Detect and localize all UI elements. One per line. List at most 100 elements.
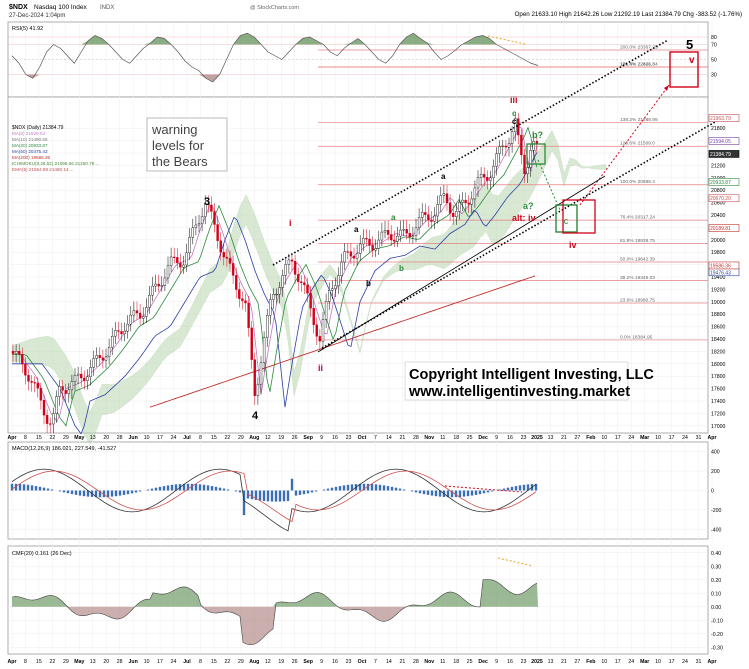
- macd-histogram-bar: [154, 487, 158, 491]
- macd-histogram-bar: [438, 490, 442, 497]
- macd-histogram-bar: [430, 490, 434, 496]
- x-tick-label: 13: [548, 435, 554, 441]
- macd-histogram-bar: [98, 490, 102, 498]
- x-tick-label-bottom: 22: [49, 659, 55, 665]
- candle-body: [21, 354, 24, 365]
- candle-body: [349, 251, 353, 257]
- candle-body: [492, 165, 495, 178]
- candle-body: [383, 230, 387, 233]
- candle-body: [380, 231, 384, 241]
- x-tick-label: 21: [399, 435, 405, 441]
- x-tick-label-bottom: 7: [374, 659, 377, 665]
- candle-body: [95, 355, 98, 359]
- price-tag-label: 21594.05: [710, 139, 731, 145]
- macd-histogram-bar: [302, 490, 306, 495]
- x-tick-label-bottom: 26: [292, 659, 298, 665]
- fib-label: 200.0% 23367.25: [620, 45, 658, 51]
- macd-histogram-bar: [222, 488, 226, 491]
- macd-histogram-bar: [250, 490, 254, 500]
- candle-body: [306, 284, 309, 294]
- candle-body: [191, 227, 195, 238]
- x-tick-label-bottom: 24: [628, 659, 634, 665]
- macd-histogram-bar: [94, 490, 98, 498]
- candle-body: [39, 387, 43, 401]
- candle-body: [222, 252, 226, 258]
- axes: Apr Apr 8 8 15 15 22 22 29 29 May May 13 13 20 20 28 28 Ju…: [8, 114, 740, 665]
- macd-histogram-bar: [190, 483, 194, 491]
- x-tick-label-bottom: 23: [346, 659, 352, 665]
- candle-body: [176, 257, 179, 264]
- candle-body: [200, 216, 204, 224]
- macd-histogram-bar: [398, 488, 402, 491]
- x-tick-label: 21: [561, 435, 567, 441]
- macd-histogram-bar: [66, 490, 70, 494]
- candle-body: [402, 229, 405, 231]
- price-tick-label: 19400: [711, 275, 726, 281]
- x-tick-label: 17: [615, 435, 621, 441]
- candle-body: [507, 143, 511, 148]
- candle-body: [377, 239, 380, 249]
- fib-label: 50.0% 19642.39: [620, 256, 655, 262]
- candle-body: [408, 232, 411, 238]
- candle-body: [411, 235, 415, 238]
- legend-ma20: MA(20) 20933.87: [12, 143, 48, 148]
- macd-histogram-bar: [366, 483, 370, 491]
- macd-histogram-bar: [70, 490, 74, 495]
- x-tick-label: Apr: [708, 435, 717, 441]
- macd-histogram-bar: [254, 490, 258, 500]
- x-tick-label: 29: [238, 435, 244, 441]
- candle-body: [331, 288, 334, 291]
- macd-histogram-bar: [138, 490, 142, 492]
- macd-histogram-bar: [478, 490, 482, 495]
- candle-body: [219, 240, 222, 253]
- macd-histogram-bar: [338, 486, 342, 491]
- candle-body: [42, 400, 46, 416]
- x-tick-label-bottom: Jun: [129, 659, 138, 665]
- candle-body: [439, 195, 442, 205]
- x-tick-label: 22: [224, 435, 230, 441]
- candle-body: [194, 224, 198, 229]
- legend-ma50: MA(50) 20475.43: [12, 149, 48, 154]
- candle-body: [166, 265, 170, 279]
- macd-histogram-bar: [134, 490, 138, 493]
- x-tick-label-bottom: 15: [211, 659, 217, 665]
- rsi-line: [11, 32, 539, 83]
- x-tick-label: 28: [117, 435, 123, 441]
- x-tick-label-bottom: Mar: [640, 659, 649, 665]
- price-tick-label: 21200: [711, 163, 726, 169]
- macd-histogram-bar: [50, 489, 54, 491]
- price-tag-label: 19586.36: [710, 263, 731, 269]
- macd-histogram-bar: [14, 483, 18, 491]
- candle-body: [179, 262, 182, 268]
- macd-histogram-bar: [278, 490, 282, 502]
- macd-histogram-bar: [62, 490, 66, 493]
- header-copyright-small: @ StockCharts.com: [250, 5, 299, 11]
- wave-a-black: a: [441, 172, 446, 181]
- candle-body: [343, 251, 346, 263]
- candle-body: [262, 337, 266, 363]
- price-tag-box: [708, 150, 740, 158]
- x-tick-label-bottom: Sep: [303, 659, 313, 665]
- x-tick-label-bottom: 8: [199, 659, 202, 665]
- wave-3-label: 3: [204, 196, 210, 208]
- macd-histogram-bar: [502, 488, 506, 491]
- x-tick-label: 19: [278, 435, 284, 441]
- macd-histogram-bar: [450, 490, 454, 498]
- x-tick-label: 8: [24, 435, 27, 441]
- price-tick-label: 18600: [711, 325, 726, 331]
- x-tick-label: 14: [386, 435, 392, 441]
- price-tick-label: 20600: [711, 201, 726, 207]
- fib-label: 138.2% 21888.95: [620, 117, 658, 123]
- candle-body: [436, 204, 439, 217]
- candle-body: [467, 202, 470, 205]
- macd-histogram-bar: [218, 487, 222, 491]
- price-tag-box: [708, 114, 740, 122]
- cmf-panel: [7, 545, 709, 655]
- candle-body: [396, 235, 399, 242]
- header-symbol: $NDX: [9, 4, 28, 11]
- x-tick-label: 23: [346, 435, 352, 441]
- x-tick-label-bottom: 24: [682, 659, 688, 665]
- price-tick-label: 18200: [711, 349, 726, 355]
- candle-body: [154, 283, 157, 287]
- x-tick-label-bottom: May: [74, 659, 84, 665]
